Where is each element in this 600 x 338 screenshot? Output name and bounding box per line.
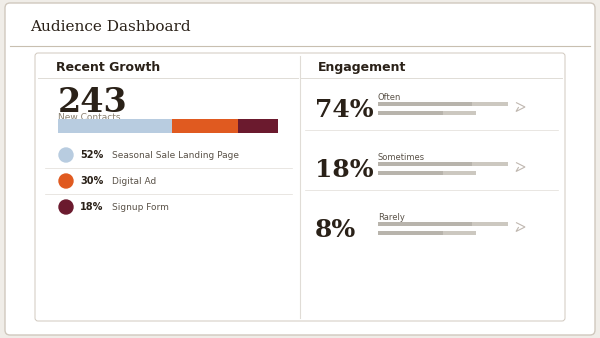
Text: 8%: 8%: [315, 218, 356, 242]
Bar: [172, 119, 238, 133]
FancyBboxPatch shape: [5, 3, 595, 335]
Circle shape: [59, 148, 73, 162]
Text: Recent Growth: Recent Growth: [56, 61, 160, 74]
Text: Engagement: Engagement: [318, 61, 406, 74]
Text: New Contacts: New Contacts: [58, 113, 121, 122]
Text: Digital Ad: Digital Ad: [112, 176, 156, 186]
Text: Often: Often: [378, 94, 401, 102]
Text: 18%: 18%: [315, 158, 374, 182]
Text: 52%: 52%: [80, 150, 103, 160]
Bar: [378, 222, 508, 226]
Text: Sometimes: Sometimes: [378, 153, 425, 163]
FancyBboxPatch shape: [35, 53, 565, 321]
Bar: [378, 162, 472, 166]
Text: 18%: 18%: [80, 202, 103, 212]
Text: Seasonal Sale Landing Page: Seasonal Sale Landing Page: [112, 150, 239, 160]
Bar: [378, 171, 443, 175]
Bar: [378, 111, 476, 115]
Text: Signup Form: Signup Form: [112, 202, 169, 212]
Bar: [378, 162, 508, 166]
Bar: [378, 111, 443, 115]
Text: Audience Dashboard: Audience Dashboard: [30, 20, 191, 34]
Circle shape: [59, 174, 73, 188]
Bar: [378, 102, 508, 106]
Circle shape: [59, 200, 73, 214]
Bar: [238, 119, 278, 133]
Text: Rarely: Rarely: [378, 214, 405, 222]
Bar: [378, 222, 472, 226]
Text: 30%: 30%: [80, 176, 103, 186]
Text: 243: 243: [58, 86, 128, 119]
Bar: [378, 231, 476, 235]
Bar: [58, 119, 172, 133]
Bar: [378, 171, 476, 175]
Text: 74%: 74%: [315, 98, 374, 122]
Bar: [378, 102, 472, 106]
Bar: [378, 231, 443, 235]
